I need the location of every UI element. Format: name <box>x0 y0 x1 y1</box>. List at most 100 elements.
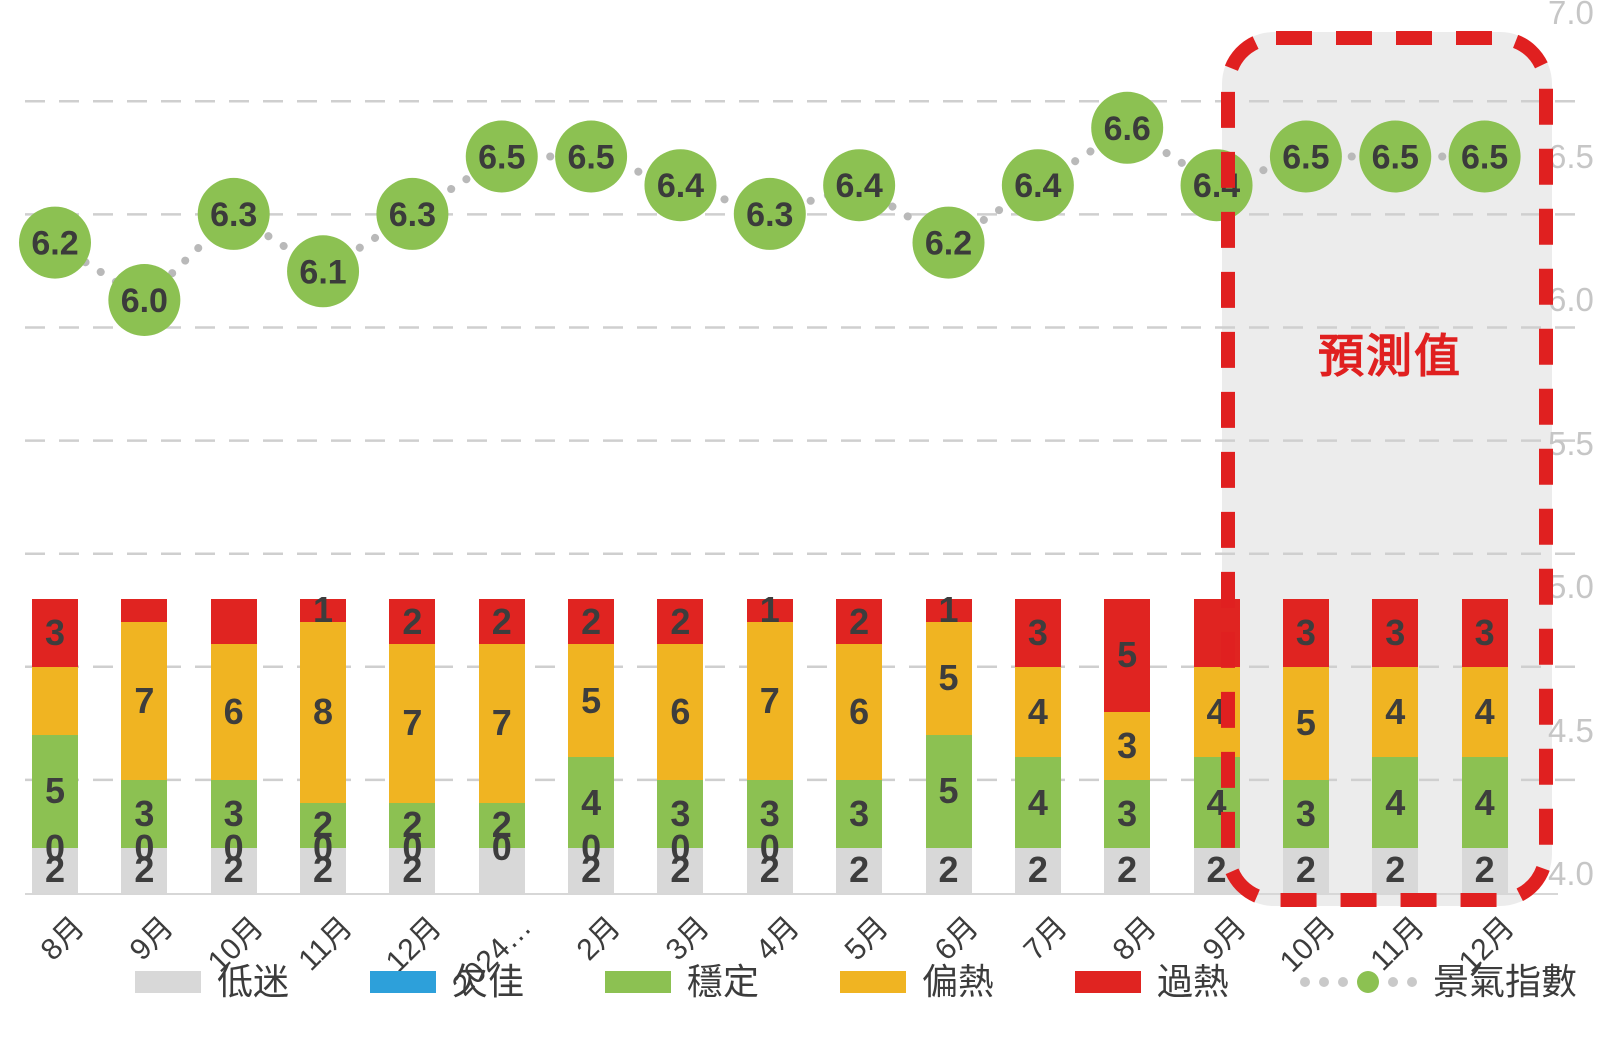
index-point-marker <box>197 177 270 250</box>
bar-segment-label-低迷: 2 <box>44 849 66 891</box>
x-axis-line <box>25 893 1558 895</box>
bar-segment-低迷 <box>925 847 972 893</box>
legend-label: 過熱 <box>1157 961 1230 1002</box>
bar-segment-低迷 <box>389 847 436 893</box>
bar-segment-label-偏熱: 4 <box>1027 691 1048 733</box>
bar-segment-過熱 <box>478 598 525 645</box>
index-point-value: 6.4 <box>657 167 704 205</box>
bar-segment-label-偏熱: 3 <box>1117 724 1138 766</box>
legend-item-過熱: 過熱 <box>1075 956 1229 1008</box>
bar-segment-label-欠佳: 0 <box>491 826 512 868</box>
bar-segment-偏熱 <box>121 621 168 780</box>
bar-segment-label-過熱: 3 <box>1027 611 1048 653</box>
bar-segment-label-過熱: 2 <box>402 600 423 642</box>
bar-segment-過熱 <box>1104 598 1151 713</box>
bar-segment-label-低迷: 2 <box>938 849 959 891</box>
bar-segment-label-低迷: 2 <box>402 849 423 891</box>
legend-label: 欠佳 <box>452 961 525 1002</box>
legend-connector-dot <box>1338 977 1348 987</box>
bar-segment-過熱 <box>746 598 793 622</box>
index-point-value: 6.3 <box>210 196 257 234</box>
bar-segment-label-穩定: 2 <box>313 804 334 846</box>
bar-segment-label-偏熱: 8 <box>313 691 334 733</box>
bar-segment-低迷 <box>1104 847 1151 893</box>
legend-connector-dot <box>1388 977 1398 987</box>
bar-segment-label-低迷: 2 <box>134 849 155 891</box>
bar-segment-過熱 <box>1014 598 1061 667</box>
bar-segment-label-偏熱: 7 <box>402 702 423 744</box>
legend-label: 景氣指數 <box>1433 961 1578 1002</box>
index-point-value: 6.4 <box>1014 167 1061 205</box>
bar-segment-label-欠佳: 0 <box>759 826 780 868</box>
legend-connector-dot <box>1407 977 1417 987</box>
index-point-marker <box>19 206 91 279</box>
bar-segment-label-穩定: 3 <box>670 792 691 834</box>
bar-segment-label-過熱: 2 <box>670 600 691 642</box>
legend-label: 偏熱 <box>922 961 995 1002</box>
bar-segment-穩定 <box>746 779 793 848</box>
bar-segment-偏熱 <box>746 621 793 780</box>
bar-segment-偏熱 <box>925 621 972 735</box>
right-axis-tick-label: 5.0 <box>1548 568 1594 605</box>
bar-segment-穩定 <box>121 779 168 848</box>
legend-dotted-line-icon <box>1300 971 1417 993</box>
bar-segment-label-穩定: 2 <box>402 804 423 846</box>
bar-segment-label-穩定: 3 <box>1117 792 1138 834</box>
bar-segment-過熱 <box>210 598 257 645</box>
index-point-value: 6.1 <box>299 253 346 291</box>
bar-segment-過熱 <box>32 598 78 667</box>
bar-segment-label-低迷: 2 <box>1117 849 1138 891</box>
bar-segment-label-穩定: 4 <box>581 781 602 823</box>
bar-segment-穩定 <box>389 802 436 848</box>
bar-segment-偏熱 <box>1104 712 1151 780</box>
bar-segment-label-低迷: 2 <box>223 849 244 891</box>
bar-segment-穩定 <box>210 779 257 848</box>
forecast-label: 預測值 <box>1318 330 1462 382</box>
bar-segment-label-過熱: 2 <box>581 600 602 642</box>
bar-segment-穩定 <box>1014 757 1061 848</box>
bar-segment-label-低迷: 2 <box>581 849 602 891</box>
index-point-marker <box>555 120 628 193</box>
bar-segment-過熱 <box>925 598 972 622</box>
bar-segment-穩定 <box>568 757 615 848</box>
bar-segment-偏熱 <box>836 644 883 780</box>
bar-segment-穩定 <box>836 779 883 848</box>
legend-connector-dot <box>1300 977 1310 987</box>
bar-segment-穩定 <box>478 802 525 848</box>
bar-segment-label-過熱: 1 <box>313 589 334 631</box>
bar-segment-label-過熱: 3 <box>44 611 66 653</box>
bar-segment-穩定 <box>300 802 347 848</box>
bar-segment-label-偏熱: 6 <box>223 691 244 733</box>
index-point-value: 6.5 <box>1461 139 1508 177</box>
right-axis-tick-label: 6.0 <box>1548 281 1594 318</box>
right-axis-tick-label: 4.5 <box>1548 711 1594 749</box>
index-point-value: 6.5 <box>1372 139 1419 177</box>
bar-segment-低迷 <box>568 847 615 893</box>
bar-segment-穩定 <box>32 734 78 848</box>
legend-marker-dot <box>1357 971 1379 993</box>
bar-segment-label-欠佳: 0 <box>134 826 155 868</box>
bar-segment-label-過熱: 5 <box>1117 634 1138 676</box>
bar-segment-label-偏熱: 6 <box>849 691 870 733</box>
index-point-marker <box>1091 91 1164 164</box>
legend-swatch-icon <box>605 971 671 993</box>
bar-segment-label-穩定: 2 <box>491 804 512 846</box>
bar-segment-label-欠佳: 0 <box>223 826 244 868</box>
right-axis-tick-label: 4.0 <box>1548 855 1594 892</box>
bar-segment-低迷 <box>32 847 78 893</box>
bar-segment-label-穩定: 5 <box>44 770 66 812</box>
bar-segment-偏熱 <box>32 666 78 735</box>
index-point-value: 6.5 <box>478 139 525 177</box>
bar-segment-過熱 <box>836 598 883 645</box>
right-axis-tick-label: 5.5 <box>1548 424 1594 462</box>
legend-item-景氣指數: 景氣指數 <box>1300 956 1577 1008</box>
bar-segment-偏熱 <box>300 621 347 803</box>
bar-segment-label-穩定: 3 <box>223 792 244 834</box>
bar-segment-label-低迷: 2 <box>313 849 334 891</box>
legend-swatch-icon <box>370 971 436 993</box>
bar-segment-穩定 <box>657 779 704 848</box>
bar-segment-過熱 <box>389 598 436 645</box>
legend-swatch-icon <box>1075 971 1141 993</box>
index-point-marker <box>912 206 985 279</box>
